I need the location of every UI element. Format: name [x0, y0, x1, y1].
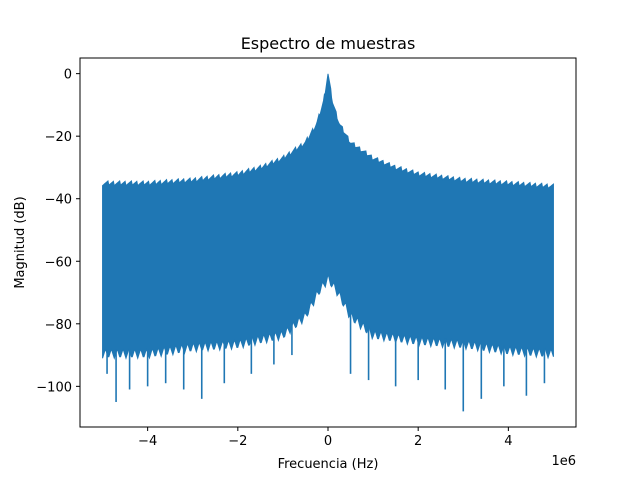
y-tick-label: −60 [45, 255, 72, 270]
x-axis-ticks: −4 −2 0 2 4 [138, 427, 513, 449]
y-tick-label: −40 [45, 193, 72, 208]
x-tick-label: 4 [504, 434, 512, 449]
y-tick-label: 0 [64, 68, 72, 83]
y-tick-label: −100 [36, 380, 72, 395]
data-layer [102, 73, 554, 412]
x-tick-label: 0 [324, 434, 332, 449]
x-axis-label: Frecuencia (Hz) [278, 457, 379, 472]
chart-title: Espectro de muestras [241, 34, 416, 53]
x-axis-offset-text: 1e6 [551, 454, 576, 469]
y-tick-label: −20 [45, 130, 72, 145]
y-axis-ticks: 0 −20 −40 −60 −80 −100 [36, 68, 80, 395]
y-tick-label: −80 [45, 318, 72, 333]
x-tick-label: −4 [138, 434, 157, 449]
x-tick-label: 2 [414, 434, 422, 449]
spectrum-band [102, 73, 554, 360]
x-tick-label: −2 [228, 434, 247, 449]
y-axis-label: Magnitud (dB) [13, 196, 28, 288]
